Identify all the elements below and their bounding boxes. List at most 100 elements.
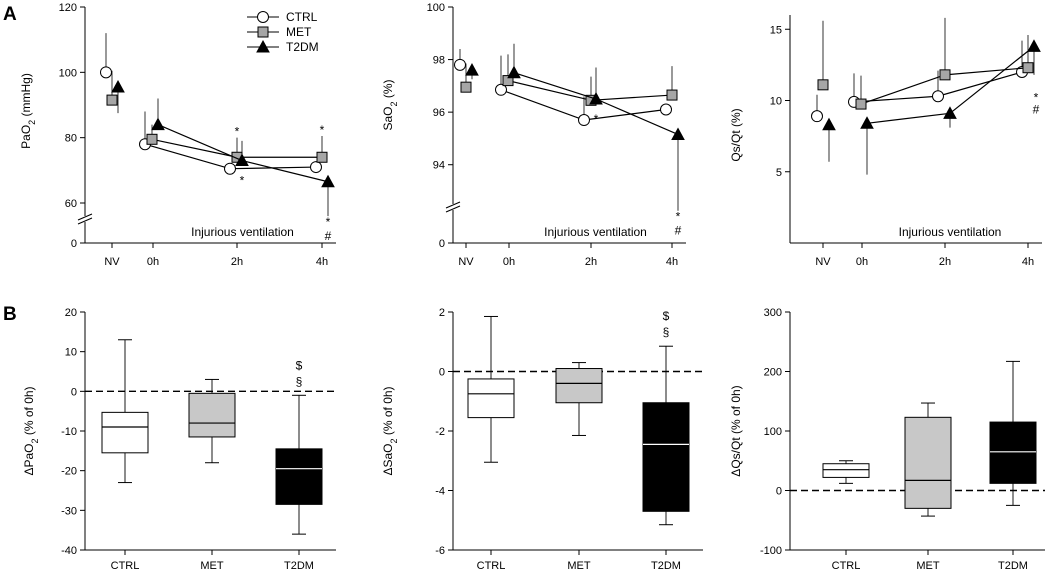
annotation: Injurious ventilation (899, 225, 1002, 239)
data-point-met (1022, 62, 1034, 74)
x-tick-label: CTRL (477, 560, 506, 572)
axis-break-mark (77, 213, 93, 221)
box-chart-4: -40 -30 -20 -10 0 10 20 ΔPaO2 (% of 0h) CTRL MET T… (22, 307, 336, 572)
data-point-t2dm (235, 153, 249, 167)
significance-mark: * (676, 210, 681, 224)
y-tick-label: 0 (71, 238, 77, 250)
legend-label-t2dm: T2DM (286, 40, 319, 54)
y-tick-label: 200 (764, 367, 782, 379)
significance-mark: # (675, 224, 682, 238)
data-point-t2dm (860, 116, 874, 129)
x-tick-label: 2h (231, 256, 243, 268)
y-tick-label: 98 (433, 55, 445, 67)
box-met (555, 362, 603, 436)
y-axis-title-main: ΔSaO (381, 444, 395, 476)
series-ctrl (100, 33, 322, 175)
x-tick-label: NV (458, 256, 474, 268)
x-tick-label: NV (104, 256, 120, 268)
significance-mark: * (235, 125, 240, 139)
y-tick-label: 0 (776, 486, 782, 498)
significance-mark: # (1033, 102, 1040, 116)
y-axis-title-sub: 2 (30, 438, 40, 443)
y-tick-label: -10 (61, 426, 77, 438)
box-iqr (555, 368, 603, 404)
series-met (817, 17, 1034, 110)
significance-mark: * (240, 174, 245, 188)
box-t2dm (642, 345, 690, 526)
y-tick-label: 0 (439, 367, 445, 379)
data-point-t2dm (111, 79, 125, 93)
data-point-ctrl (660, 103, 672, 116)
y-axis-title: ΔSaO2 (% of 0h) (381, 386, 399, 475)
box-t2dm (989, 360, 1037, 506)
y-tick-label: -40 (61, 545, 77, 557)
data-point-met (855, 98, 867, 110)
line-chart-3: 5 10 15 NV 0h 2h 4h Qs/Qt (%) Injurious ventilat… (729, 15, 1042, 268)
y-axis-title-sub: 2 (27, 120, 37, 125)
y-axis-title-main: Qs/Qt (%) (729, 108, 743, 161)
series-t2dm (822, 39, 1041, 175)
y-tick-label: 94 (433, 160, 445, 172)
box-iqr (989, 421, 1037, 484)
y-axis-title-tail: (% of 0h) (381, 386, 395, 438)
data-point-t2dm (671, 127, 685, 140)
series-ctrl (811, 40, 1028, 123)
y-tick-label: 60 (65, 198, 77, 210)
series-ctrl (454, 49, 672, 127)
x-tick-label: 0h (503, 256, 515, 268)
significance-mark: * (1034, 90, 1039, 104)
x-tick-label: 2h (939, 256, 951, 268)
y-tick-label: 100 (59, 67, 77, 79)
data-point-met (146, 133, 158, 145)
data-point-met (817, 79, 829, 91)
x-tick-label: CTRL (111, 560, 140, 572)
data-point-t2dm (1027, 39, 1041, 52)
axis-break-gap (77, 216, 93, 222)
axis-break-mark (445, 201, 461, 209)
y-tick-label: -20 (61, 466, 77, 478)
significance-mark: § (296, 374, 303, 388)
box-ctrl (101, 339, 149, 484)
x-tick-label: T2DM (651, 560, 681, 572)
significance-mark: # (325, 229, 332, 243)
data-point-ctrl (100, 66, 112, 79)
y-tick-label: -6 (435, 545, 445, 557)
x-tick-label: MET (916, 560, 940, 572)
annotation: Injurious ventilation (191, 225, 294, 239)
panel-label-a: A (3, 4, 17, 25)
box-iqr (188, 392, 236, 438)
y-axis-title: SaO2 (%) (381, 79, 399, 130)
legend-label-ctrl: CTRL (286, 10, 318, 24)
series-met (106, 70, 328, 163)
y-tick-label: 300 (764, 307, 782, 319)
y-tick-label: 20 (65, 307, 77, 319)
box-t2dm (275, 394, 323, 535)
y-axis-title: Qs/Qt (%) (729, 108, 743, 161)
axis-break-mark (445, 205, 461, 213)
data-point-met (316, 151, 328, 163)
x-tick-label: MET (567, 560, 591, 572)
y-tick-label: 80 (65, 133, 77, 145)
legend-marker-t2dm (256, 39, 270, 53)
data-point-met (502, 75, 514, 87)
legend-marker-ctrl (257, 11, 269, 23)
box-chart-6: -100 0 100 200 300 ΔQs/Qt (% of 0h) CTRL MET T2D… (729, 307, 1045, 572)
y-tick-label: -4 (435, 486, 445, 498)
data-point-met (460, 81, 472, 93)
box-iqr (101, 411, 149, 454)
y-tick-label: 0 (71, 386, 77, 398)
y-tick-label: -30 (61, 505, 77, 517)
significance-mark: $ (296, 358, 303, 372)
data-point-t2dm (321, 174, 335, 188)
y-axis-title-main: ΔPaO (22, 444, 36, 476)
x-tick-label: 0h (856, 256, 868, 268)
y-axis-title-tail: (mmHg) (19, 73, 33, 120)
legend-marker-met (257, 26, 269, 38)
legend-label-met: MET (286, 25, 312, 39)
y-tick-label: 0 (439, 238, 445, 250)
series-met (460, 54, 678, 106)
significance-mark: * (326, 215, 331, 229)
significance-mark: * (594, 112, 599, 126)
